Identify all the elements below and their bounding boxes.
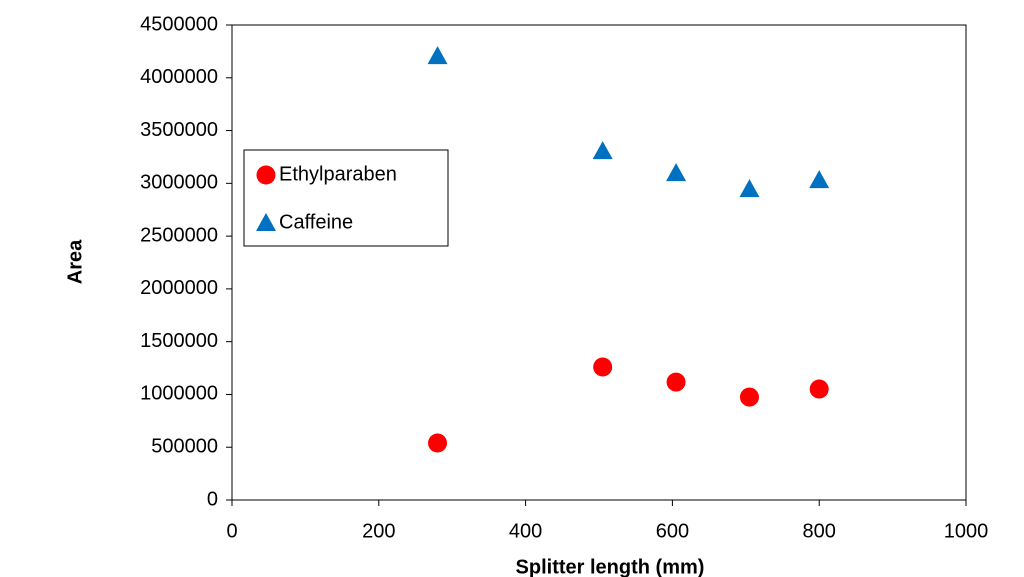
- legend-marker: [256, 213, 276, 231]
- data-point: [592, 141, 613, 160]
- legend-marker: [256, 165, 276, 185]
- data-point: [809, 379, 829, 399]
- x-tick-label: 600: [656, 520, 689, 542]
- y-tick-label: 2000000: [140, 277, 218, 299]
- legend-box: [243, 149, 449, 247]
- legend-label: Ethylparaben: [279, 163, 397, 185]
- y-tick-label: 3500000: [140, 119, 218, 141]
- y-tick-label: 4000000: [140, 66, 218, 88]
- x-tick-label: 1000: [944, 520, 989, 542]
- y-tick-label: 1500000: [140, 330, 218, 352]
- y-tick-label: 2500000: [140, 224, 218, 246]
- y-tick-label: 500000: [151, 436, 218, 458]
- y-tick-label: 4500000: [140, 13, 218, 35]
- x-tick-label: 200: [362, 520, 395, 542]
- data-point: [666, 372, 686, 392]
- plot-border: [231, 24, 967, 501]
- y-tick-label: 0: [207, 488, 218, 510]
- data-point: [427, 46, 448, 65]
- y-tick-label: 3000000: [140, 172, 218, 194]
- data-point: [809, 170, 830, 189]
- data-point: [593, 357, 613, 377]
- y-axis-label: Area: [64, 239, 86, 284]
- x-tick-label: 0: [226, 520, 237, 542]
- data-point: [666, 163, 687, 182]
- x-tick-label: 800: [803, 520, 836, 542]
- data-point: [739, 179, 760, 198]
- data-point: [428, 433, 448, 453]
- x-tick-label: 400: [509, 520, 542, 542]
- legend-label: Caffeine: [279, 211, 353, 233]
- data-point: [739, 387, 759, 407]
- x-axis-label: Splitter length (mm): [516, 556, 705, 577]
- y-tick-label: 1000000: [140, 383, 218, 405]
